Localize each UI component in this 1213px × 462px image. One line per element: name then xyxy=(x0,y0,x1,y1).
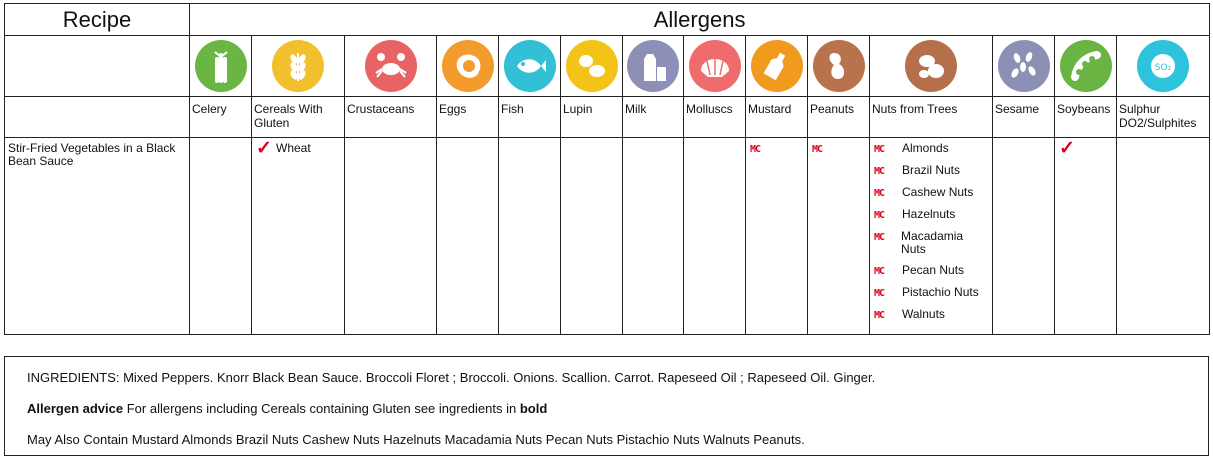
allergen-entry: MC Hazelnuts xyxy=(874,208,988,222)
allergen-entry-label: Brazil Nuts xyxy=(902,163,961,177)
peanut-icon xyxy=(812,40,865,92)
crab-icon xyxy=(364,40,417,92)
may-contain-mark: MC xyxy=(874,232,885,243)
egg-icon xyxy=(441,40,494,92)
may-contain-mark: MC xyxy=(750,144,761,155)
nuts-icon xyxy=(905,40,957,92)
ingredients-panel: INGREDIENTS: Mixed Peppers. Knorr Black … xyxy=(4,356,1209,456)
may-contain-mark: MC xyxy=(874,210,885,221)
cell-nuts: MC Almonds MC Brazil Nuts MC Cashew Nuts MC Haz… xyxy=(869,137,993,335)
fish-icon xyxy=(503,40,556,92)
col-name-celery: Celery xyxy=(189,96,252,138)
allergen-entry: MC Cashew Nuts xyxy=(874,186,988,200)
cell-peanuts: MC xyxy=(807,137,870,335)
recipe-name: Stir-Fried Vegetables in a Black Bean Sa… xyxy=(4,137,190,335)
col-name-crustaceans: Crustaceans xyxy=(344,96,437,138)
may-contain-mark: MC xyxy=(874,266,885,277)
allergen-entry: MC Pistachio Nuts xyxy=(874,286,988,300)
may-contain-mark: MC xyxy=(874,144,885,155)
allergen-entry-label: Pistachio Nuts xyxy=(902,285,979,299)
allergen-entry: MC Macadamia Nuts xyxy=(874,230,988,256)
may-contain-mark: MC xyxy=(874,166,885,177)
cell-sulphur xyxy=(1115,137,1211,335)
allergen-entry: MC xyxy=(812,142,865,156)
allergen-table: Recipe Allergens S xyxy=(4,3,1211,335)
col-name-peanuts: Peanuts xyxy=(807,96,870,138)
allergen-entry-label: Macadamia Nuts xyxy=(901,229,964,256)
advice-heading: Allergen advice xyxy=(27,401,124,416)
wheat-icon xyxy=(272,40,324,92)
allergen-entry: MC xyxy=(750,142,803,156)
col-name-lupin: Lupin xyxy=(560,96,623,138)
tick-mark: ✓ xyxy=(256,138,272,159)
shell-icon xyxy=(688,40,741,92)
allergens-header: Allergens xyxy=(188,3,1211,36)
advice-text: For allergens including Cereals containi… xyxy=(123,401,520,416)
recipe-header: Recipe xyxy=(4,3,190,36)
col-name-fish: Fish xyxy=(498,96,561,138)
cell-molluscs xyxy=(683,137,746,335)
cell-celery xyxy=(189,137,252,335)
name-row-spacer xyxy=(4,96,190,138)
allergen-entry-label: Cashew Nuts xyxy=(902,185,974,199)
allergen-entry: ✓ xyxy=(1059,138,1112,159)
cell-eggs xyxy=(436,137,499,335)
cell-soybeans: ✓ xyxy=(1054,137,1117,335)
cell-milk xyxy=(622,137,684,335)
lupin-icon xyxy=(565,40,618,92)
ingredients-text: INGREDIENTS: Mixed Peppers. Knorr Black … xyxy=(27,370,876,385)
sesame-icon xyxy=(997,40,1050,92)
may-contain-text: May Also Contain Mustard Almonds Brazil … xyxy=(27,432,805,447)
allergen-entry: MC Almonds xyxy=(874,142,988,156)
may-contain-mark: MC xyxy=(874,310,885,321)
col-name-nuts: Nuts from Trees xyxy=(869,96,993,138)
col-name-sulphur: Sulphur DO2/Sulphites xyxy=(1115,96,1211,138)
icon-row-spacer xyxy=(4,35,190,97)
allergen-entry: MC Pecan Nuts xyxy=(874,264,988,278)
sulphur-icon: SO₂ xyxy=(1137,40,1190,92)
col-name-mustard: Mustard xyxy=(745,96,808,138)
cell-lupin xyxy=(560,137,623,335)
tick-mark: ✓ xyxy=(1059,138,1075,159)
svg-text:SO₂: SO₂ xyxy=(1155,63,1172,73)
may-contain-mark: MC xyxy=(812,144,823,155)
allergen-entry: MC Brazil Nuts xyxy=(874,164,988,178)
may-contain-mark: MC xyxy=(874,288,885,299)
cell-fish xyxy=(498,137,561,335)
allergen-entry-label: Almonds xyxy=(902,141,949,155)
allergen-entry-label: Pecan Nuts xyxy=(902,263,965,277)
allergen-entry: ✓ Wheat xyxy=(256,138,340,159)
allergen-advice: Allergen advice For allergens including … xyxy=(27,401,547,416)
mustard-icon xyxy=(750,40,803,92)
cell-sesame xyxy=(992,137,1055,335)
allergen-entry: MC Walnuts xyxy=(874,308,988,322)
allergen-entry-label: Walnuts xyxy=(902,307,945,321)
col-name-eggs: Eggs xyxy=(436,96,499,138)
may-contain-mark: MC xyxy=(874,188,885,199)
celery-icon xyxy=(194,40,247,92)
milk-icon xyxy=(627,40,679,92)
cell-cereals: ✓ Wheat xyxy=(251,137,345,335)
col-name-milk: Milk xyxy=(622,96,684,138)
cell-mustard: MC xyxy=(745,137,808,335)
soybean-icon xyxy=(1059,40,1112,92)
col-name-cereals: Cereals With Gluten xyxy=(251,96,345,138)
col-name-soybeans: Soybeans xyxy=(1054,96,1117,138)
col-name-sesame: Sesame xyxy=(992,96,1055,138)
cell-crustaceans xyxy=(344,137,437,335)
advice-bold-word: bold xyxy=(519,401,548,416)
allergen-entry-label: Wheat xyxy=(276,141,311,155)
col-name-molluscs: Molluscs xyxy=(683,96,746,138)
allergen-entry-label: Hazelnuts xyxy=(902,207,956,221)
